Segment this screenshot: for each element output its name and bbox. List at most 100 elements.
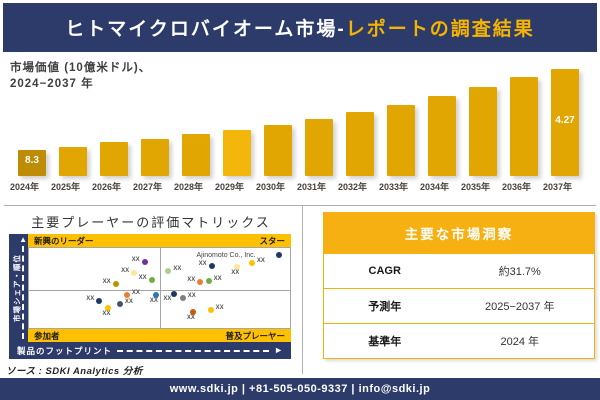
year-label: 2029年 <box>214 182 245 192</box>
matrix-point: XX <box>231 264 241 276</box>
company-label: Ajinomoto Co., Inc. <box>196 252 256 259</box>
quadrant-label-emerging-leaders: 新興のリーダー <box>34 235 94 246</box>
bar-2024年: 8.3 <box>18 150 46 176</box>
matrix-point: XX <box>116 299 133 307</box>
year-label: 2034年 <box>419 182 450 192</box>
quadrant-label-participants: 参加者 <box>34 330 60 341</box>
matrix-point-label: XX <box>173 266 182 273</box>
matrix-title: 主要プレーヤーの評価マトリックス <box>31 215 271 230</box>
year-label: 2037年 <box>542 182 573 192</box>
matrix-point-label: XX <box>187 293 196 300</box>
matrix-point-label: XX <box>138 274 147 281</box>
year-label: 2032年 <box>337 182 368 192</box>
matrix-point-label: XX <box>131 290 140 297</box>
matrix-point: XX <box>165 266 181 275</box>
matrix-point <box>275 251 282 258</box>
x-axis-dashed-line <box>117 349 270 352</box>
insights-table-title: 主要な市場洞察 <box>324 213 594 253</box>
matrix-point: XX <box>132 257 148 265</box>
matrix-point: XX <box>187 277 204 285</box>
matrix-point-label: XX <box>86 296 95 303</box>
matrix-point: XX <box>86 296 103 305</box>
matrix-point: XX <box>103 279 119 287</box>
quadrant-label-pervasive-players: 普及プレーヤー <box>225 330 285 341</box>
matrix-point: XX <box>205 276 222 284</box>
insight-row-基準年: 基準年 2024 年 <box>324 323 594 358</box>
bar-2031年 <box>305 119 333 176</box>
year-label: 2028年 <box>173 182 204 192</box>
year-label: 2036年 <box>501 182 532 192</box>
year-label: 2030年 <box>255 182 286 192</box>
matrix-point: XX <box>102 304 112 317</box>
matrix-point-label: XX <box>256 258 265 265</box>
matrix-point: XX <box>139 275 155 283</box>
matrix-point-label: XX <box>187 276 196 283</box>
chart-title: 市場価値 (10億米ドル)、 2024−2037 年 <box>10 61 151 92</box>
matrix-point-label: XX <box>102 310 111 317</box>
vertical-divider <box>302 206 303 374</box>
matrix-plot-area: Ajinomoto Co., Inc. XX XX XX XX XX XX XX XX XX XX… <box>28 247 291 329</box>
x-axis-arrow-icon: ► <box>274 345 283 355</box>
bar-2025年 <box>59 147 87 176</box>
market-value-chart: 市場価値 (10億米ドル)、 2024−2037 年 8.3 4.27 2024年… <box>0 53 600 203</box>
insights-table: 主要な市場洞察 CAGR 約31.7% 予測年 2025−2037 年基準年 2024 … <box>323 212 595 359</box>
y-axis-arrow-icon: ▲ <box>19 235 27 244</box>
matrix-point: XX <box>163 291 178 302</box>
footer-contact-bar: www.sdki.jp | +81-505-050-9337 | info@sd… <box>0 378 600 400</box>
matrix-point: XX <box>179 293 196 302</box>
insight-row-CAGR: CAGR 約31.7% <box>324 253 594 288</box>
bar-value-label: 4.27 <box>555 115 575 126</box>
bar-2035年 <box>469 87 497 176</box>
insight-value: 2024 年 <box>500 336 540 348</box>
bars: 8.3 4.27 <box>18 53 579 176</box>
matrix-bottom-band: 参加者 普及プレーヤー <box>28 329 291 342</box>
matrix-point: XX <box>248 258 265 267</box>
matrix-point-label: XX <box>131 256 140 263</box>
bar-2030年 <box>264 125 292 176</box>
quadrant-label-stars: スター <box>259 235 285 246</box>
bar-2033年 <box>387 105 415 176</box>
bar-value-label: 8.3 <box>25 155 39 166</box>
bar-2034年 <box>428 96 456 176</box>
year-label: 2035年 <box>460 182 491 192</box>
bar-2028年 <box>182 134 210 176</box>
year-label: 2027年 <box>132 182 163 192</box>
matrix-point-label: XX <box>121 268 130 275</box>
matrix-point-label: XX <box>198 261 207 268</box>
bar-2032年 <box>346 112 374 176</box>
chart-title-line2: 2024−2037 年 <box>10 77 94 90</box>
matrix-top-band: 新興のリーダー スター <box>28 234 291 247</box>
insight-label: 予測年 <box>368 301 402 313</box>
matrix-point: XX <box>121 268 138 277</box>
insight-label: CAGR <box>368 265 401 277</box>
insight-label: 基準年 <box>368 336 402 348</box>
insight-value: 2025−2037 年 <box>485 301 555 313</box>
bar-2037年: 4.27 <box>551 69 579 176</box>
page-title-main: ヒトマイクロバイオーム市場- <box>65 19 346 40</box>
year-label: 2033年 <box>378 182 409 192</box>
matrix-point: XX <box>123 290 140 299</box>
x-axis-year-labels: 2024年 2025年 2026年 2027年 2028年 2029年 2030年 2031年… <box>4 180 578 193</box>
year-label: 2025年 <box>50 182 81 192</box>
matrix-point: XX <box>199 261 215 270</box>
matrix-point-label: XX <box>124 298 133 305</box>
matrix-point-label: XX <box>231 270 240 277</box>
x-axis-label: 製品のフットプリント <box>17 345 113 356</box>
y-axis-strip: ▲ 市場シェア・順位 <box>9 234 28 342</box>
x-axis-strip: 製品のフットプリント ► <box>9 342 291 359</box>
year-label: 2031年 <box>296 182 327 192</box>
horizontal-divider <box>4 205 596 206</box>
matrix-point-label: XX <box>215 304 224 311</box>
insight-value: 約31.7% <box>498 266 541 278</box>
matrix-point: XX <box>207 305 224 313</box>
bar-2036年 <box>510 77 538 176</box>
insight-row-予測年: 予測年 2025−2037 年 <box>324 288 594 323</box>
bar-2027年 <box>141 139 169 176</box>
matrix-point-label: XX <box>163 296 172 303</box>
matrix-point: XX <box>187 308 196 321</box>
matrix-point: XX <box>150 292 159 304</box>
quadrant-divider-vertical <box>159 248 161 328</box>
bar-2026年 <box>100 142 128 176</box>
year-label: 2026年 <box>91 182 122 192</box>
